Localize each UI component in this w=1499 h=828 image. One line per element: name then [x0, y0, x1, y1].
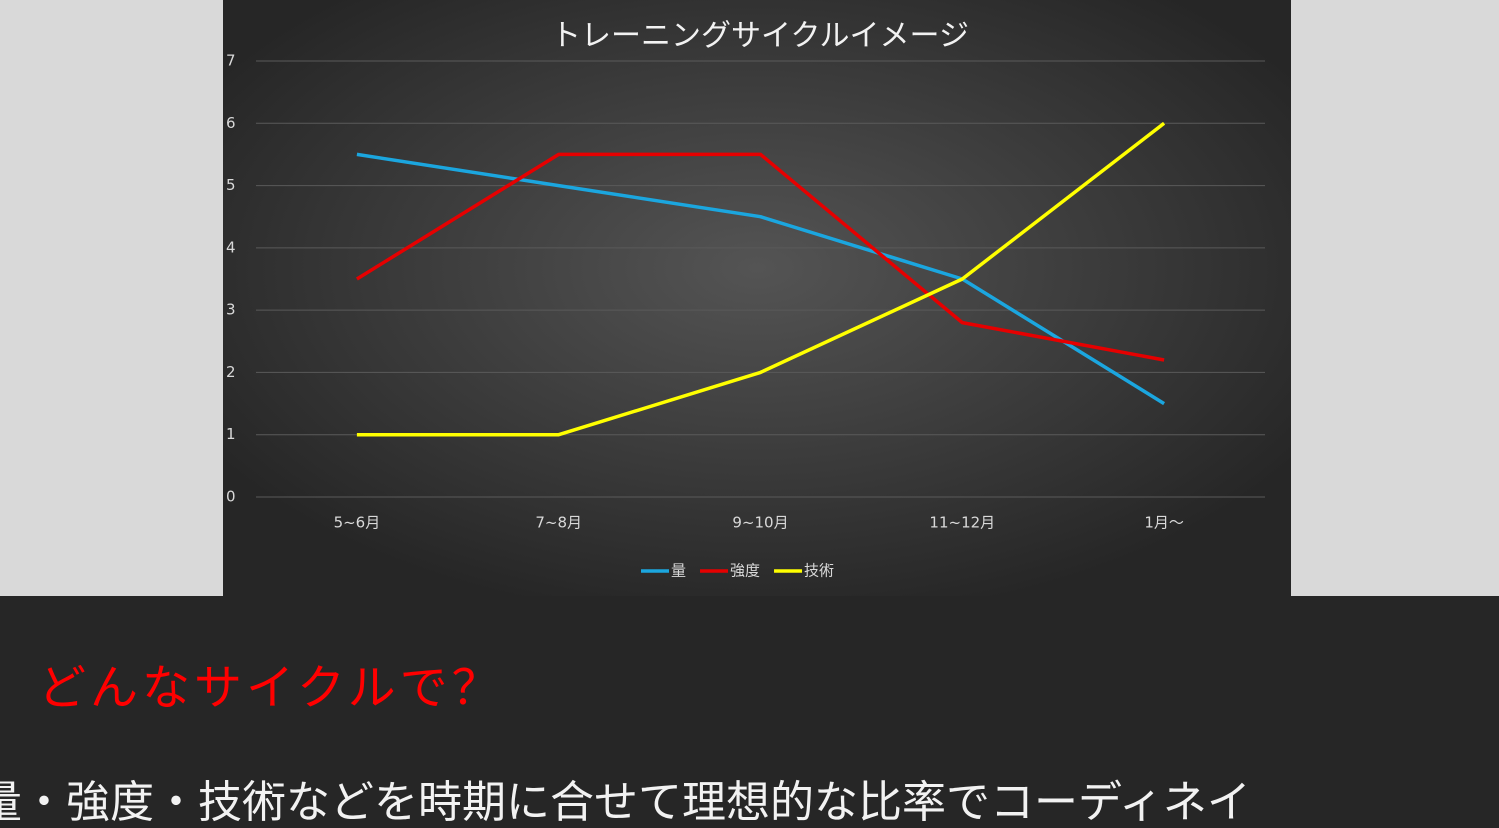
series-line	[356, 121, 1166, 437]
series-line	[356, 152, 1166, 406]
chart-title: トレーニングサイクルイメージ	[551, 19, 969, 54]
legend-label: 強度	[730, 562, 760, 580]
heading: どんなサイクルで？	[38, 660, 504, 716]
y-tick-label: 1	[226, 425, 236, 443]
body-text: 量・強度・技術などを時期に合せて理想的な比率でコーディネイ	[0, 777, 1251, 828]
x-tick-label: 11~12月	[929, 514, 995, 532]
text-area: どんなサイクルで？ 量・強度・技術などを時期に合せて理想的な比率でコーディネイ	[0, 596, 1499, 828]
legend-label: 技術	[804, 562, 834, 580]
chart: トレーニングサイクルイメージ 0 1 2 3 4 5 6 7 5~6月 7~8月 9~10月 11~1…	[223, 0, 1291, 596]
chart-background	[223, 0, 1291, 596]
x-tick-label: 7~8月	[535, 514, 582, 532]
y-tick-label: 7	[226, 52, 236, 70]
y-tick-label: 3	[226, 301, 236, 319]
y-tick-label: 0	[226, 488, 236, 506]
y-tick-label: 4	[226, 238, 236, 256]
series-line	[355, 152, 1165, 362]
y-tick-label: 6	[226, 114, 236, 132]
x-tick-label: 5~6月	[334, 514, 381, 532]
y-tick-label: 2	[226, 363, 236, 381]
x-tick-label: 1月～	[1144, 514, 1184, 532]
x-tick-label: 9~10月	[732, 514, 788, 532]
legend-label: 量	[671, 562, 686, 580]
y-tick-label: 5	[226, 176, 236, 194]
